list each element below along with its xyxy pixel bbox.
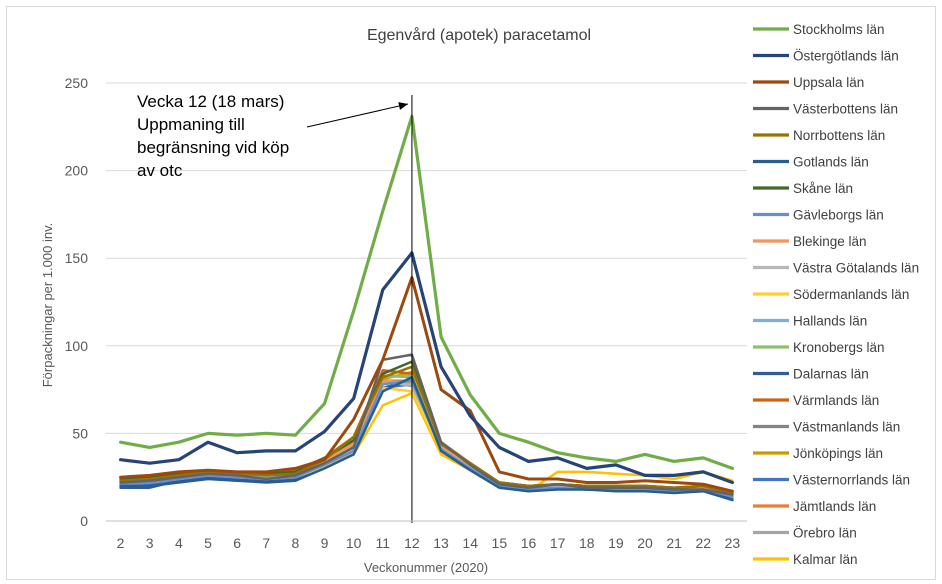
y-tick-label-250: 250	[65, 75, 89, 91]
annotation: Vecka 12 (18 mars) Uppmaning till begränsn…	[137, 92, 409, 180]
legend-label-2: Östergötlands län	[793, 49, 899, 64]
y-tick-label-50: 50	[72, 425, 88, 441]
legend-label-21: Kalmar län	[793, 552, 858, 567]
legend-label-5: Norrbottens län	[793, 128, 885, 143]
x-tick-label-23: 23	[725, 535, 741, 551]
x-tick-label-7: 7	[262, 535, 270, 551]
legend-label-9: Blekinge län	[793, 234, 867, 249]
legend-label-4: Västerbottens län	[793, 102, 898, 117]
legend-label-19: Jämtlands län	[793, 499, 876, 514]
legend-label-18: Västernorrlands län	[793, 473, 910, 488]
legend-label-14: Dalarnas län	[793, 367, 869, 382]
series-line-4	[119, 353, 734, 496]
x-tick-label-6: 6	[233, 535, 241, 551]
x-tick-label-17: 17	[550, 535, 566, 551]
series-line-2	[118, 251, 735, 485]
annotation-line-4: av otc	[137, 161, 183, 180]
series-lines	[118, 114, 735, 502]
legend-label-1: Stockholms län	[793, 22, 885, 37]
legend-label-17: Jönköpings län	[793, 446, 883, 461]
x-tick-label-13: 13	[433, 535, 449, 551]
y-tick-label-200: 200	[65, 163, 89, 179]
legend-label-15: Värmlands län	[793, 393, 879, 408]
legend-label-11: Södermanlands län	[793, 287, 909, 302]
annotation-line-3: begränsning vid köp	[137, 138, 289, 157]
x-tick-label-18: 18	[579, 535, 595, 551]
annotation-line-2: Uppmaning till	[137, 115, 245, 134]
x-tick-label-3: 3	[146, 535, 154, 551]
series-line-5	[119, 365, 734, 495]
x-tick-label-11: 11	[376, 535, 391, 551]
x-axis-title: Veckonummer (2020)	[364, 560, 488, 575]
legend-label-8: Gävleborgs län	[793, 208, 884, 223]
series-line-6	[119, 376, 734, 502]
x-tick-label-16: 16	[521, 535, 537, 551]
legend-label-3: Uppsala län	[793, 75, 864, 90]
x-tick-label-22: 22	[696, 535, 712, 551]
x-tick-label-19: 19	[608, 535, 624, 551]
chart-frame: 0 50 100 150 200 250 2 3 4 5 6 7 8 9 10 11 12 13 14 15 16 17 1…	[6, 6, 936, 580]
x-tick-label-14: 14	[462, 535, 478, 551]
x-tick-label-21: 21	[666, 535, 682, 551]
x-tick-label-12: 12	[404, 535, 420, 551]
x-tick-label-2: 2	[117, 535, 125, 551]
annotation-line-1: Vecka 12 (18 mars)	[137, 92, 284, 111]
legend-label-10: Västra Götalands län	[793, 261, 919, 276]
y-axis-title: Förpackningar per 1.000 inv.	[40, 223, 55, 388]
y-tick-label-0: 0	[80, 513, 88, 529]
series-line-1	[118, 114, 735, 470]
legend-label-16: Västmanlands län	[793, 420, 900, 435]
legend: Stockholms län Östergötlands län Uppsala l…	[753, 22, 919, 567]
x-tick-label-15: 15	[492, 535, 508, 551]
annotation-arrow-shaft	[306, 103, 409, 128]
legend-label-13: Kronobergs län	[793, 340, 885, 355]
x-tick-label-9: 9	[321, 535, 329, 551]
x-tick-label-5: 5	[204, 535, 212, 551]
x-tick-label-8: 8	[291, 535, 299, 551]
gridlines	[106, 82, 747, 434]
legend-label-20: Örebro län	[793, 526, 857, 541]
x-tick-label-4: 4	[175, 535, 183, 551]
chart-title: Egenvård (apotek) paracetamol	[367, 26, 591, 44]
series-line-3	[119, 276, 734, 493]
legend-label-12: Hallands län	[793, 314, 867, 329]
x-tick-label-20: 20	[637, 535, 653, 551]
legend-label-7: Skåne län	[793, 181, 853, 196]
x-tick-label-10: 10	[346, 535, 362, 551]
y-tick-label-100: 100	[65, 338, 89, 354]
annotation-arrow-head	[398, 102, 408, 110]
y-tick-label-150: 150	[65, 250, 89, 266]
legend-label-6: Gotlands län	[793, 155, 869, 170]
